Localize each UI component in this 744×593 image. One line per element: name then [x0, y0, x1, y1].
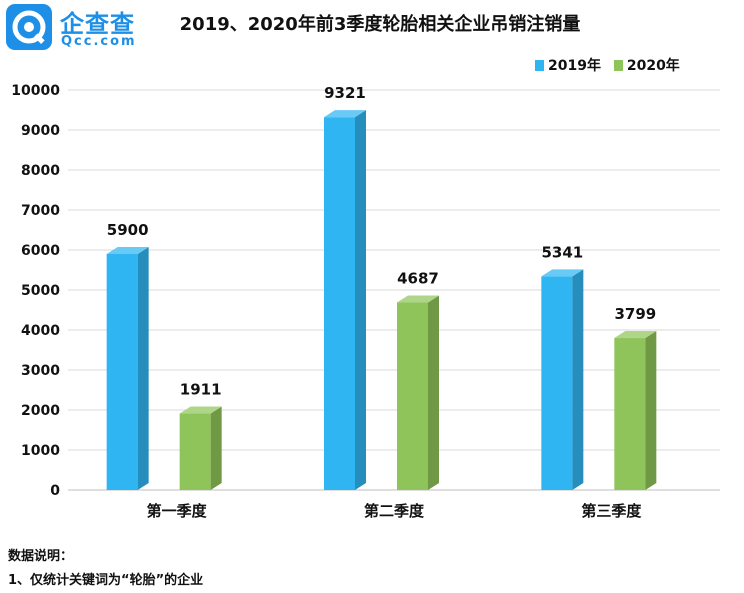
- x-tick-label: 第三季度: [581, 502, 642, 520]
- bar-front: [179, 413, 211, 490]
- legend-item-2020: 2020年: [613, 55, 680, 75]
- bar-side: [645, 331, 657, 490]
- chart-legend: 2019年 2020年: [535, 55, 688, 75]
- brand-logo: 企查查 Qcc.com: [6, 4, 146, 50]
- qcc-logo-icon: [6, 4, 52, 50]
- bar-side: [137, 247, 149, 490]
- bar-top: [179, 406, 222, 414]
- legend-item-2019: 2019年: [535, 55, 601, 75]
- bar-top: [397, 295, 439, 303]
- data-label: 1911: [180, 381, 222, 399]
- y-tick-label: 10000: [11, 83, 60, 99]
- bar-2019年-第一季度: [106, 247, 149, 490]
- legend-label-2020: 2020年: [626, 58, 680, 74]
- bar-top: [541, 269, 584, 277]
- y-tick-label: 2000: [21, 403, 60, 419]
- bar-front: [324, 117, 355, 490]
- y-tick-label: 5000: [21, 283, 60, 299]
- bar-front: [397, 302, 428, 490]
- bar-2020年-第一季度: [179, 406, 222, 490]
- bar-chart: 0 1000 2000 3000 4000 5000 6000 7000 8000 9000 100…: [11, 83, 720, 520]
- bar-front: [541, 276, 573, 490]
- bar-side: [210, 406, 222, 490]
- y-tick-label: 3000: [21, 363, 60, 379]
- data-label: 4687: [397, 270, 439, 288]
- bar-2020年-第三季度: [614, 331, 657, 490]
- notes-line-1: 1、仅统计关键词为“轮胎”的企业: [8, 573, 204, 588]
- bar-side: [355, 110, 366, 490]
- notes-heading: 数据说明：: [8, 549, 74, 564]
- legend-swatch-2019: [535, 60, 544, 71]
- legend-label-2019: 2019年: [548, 58, 601, 74]
- brand-name: 企查查: [60, 10, 135, 38]
- bar-top: [324, 110, 366, 118]
- data-label: 3799: [614, 305, 656, 323]
- data-notes: 数据说明： 1、仅统计关键词为“轮胎”的企业: [8, 545, 203, 593]
- data-label: 5341: [541, 243, 583, 261]
- bar-top: [614, 331, 657, 339]
- bar-top: [106, 247, 149, 254]
- bar-2019年-第二季度: [324, 110, 366, 490]
- bar-front: [106, 254, 138, 490]
- data-label: 9321: [324, 84, 366, 102]
- y-tick-label: 8000: [21, 163, 60, 179]
- bar-side: [428, 295, 439, 490]
- y-tick-label: 6000: [21, 243, 60, 259]
- bar-2019年-第三季度: [541, 269, 584, 490]
- legend-swatch-2020: [613, 60, 623, 71]
- y-tick-label: 1000: [21, 443, 60, 459]
- brand-domain: Qcc.com: [61, 34, 137, 49]
- chart-title: 2019、2020年前3季度轮胎相关企业吊销注销量: [179, 14, 581, 35]
- bar-2020年-第二季度: [397, 295, 439, 490]
- bar-front: [614, 338, 646, 490]
- y-tick-label: 9000: [21, 123, 60, 139]
- y-tick-label: 7000: [21, 203, 60, 219]
- y-tick-label: 4000: [21, 323, 60, 339]
- y-tick-label: 0: [50, 483, 60, 499]
- bar-side: [572, 269, 584, 490]
- data-label: 5900: [107, 221, 149, 239]
- x-tick-label: 第二季度: [364, 502, 425, 520]
- x-tick-label: 第一季度: [147, 502, 208, 520]
